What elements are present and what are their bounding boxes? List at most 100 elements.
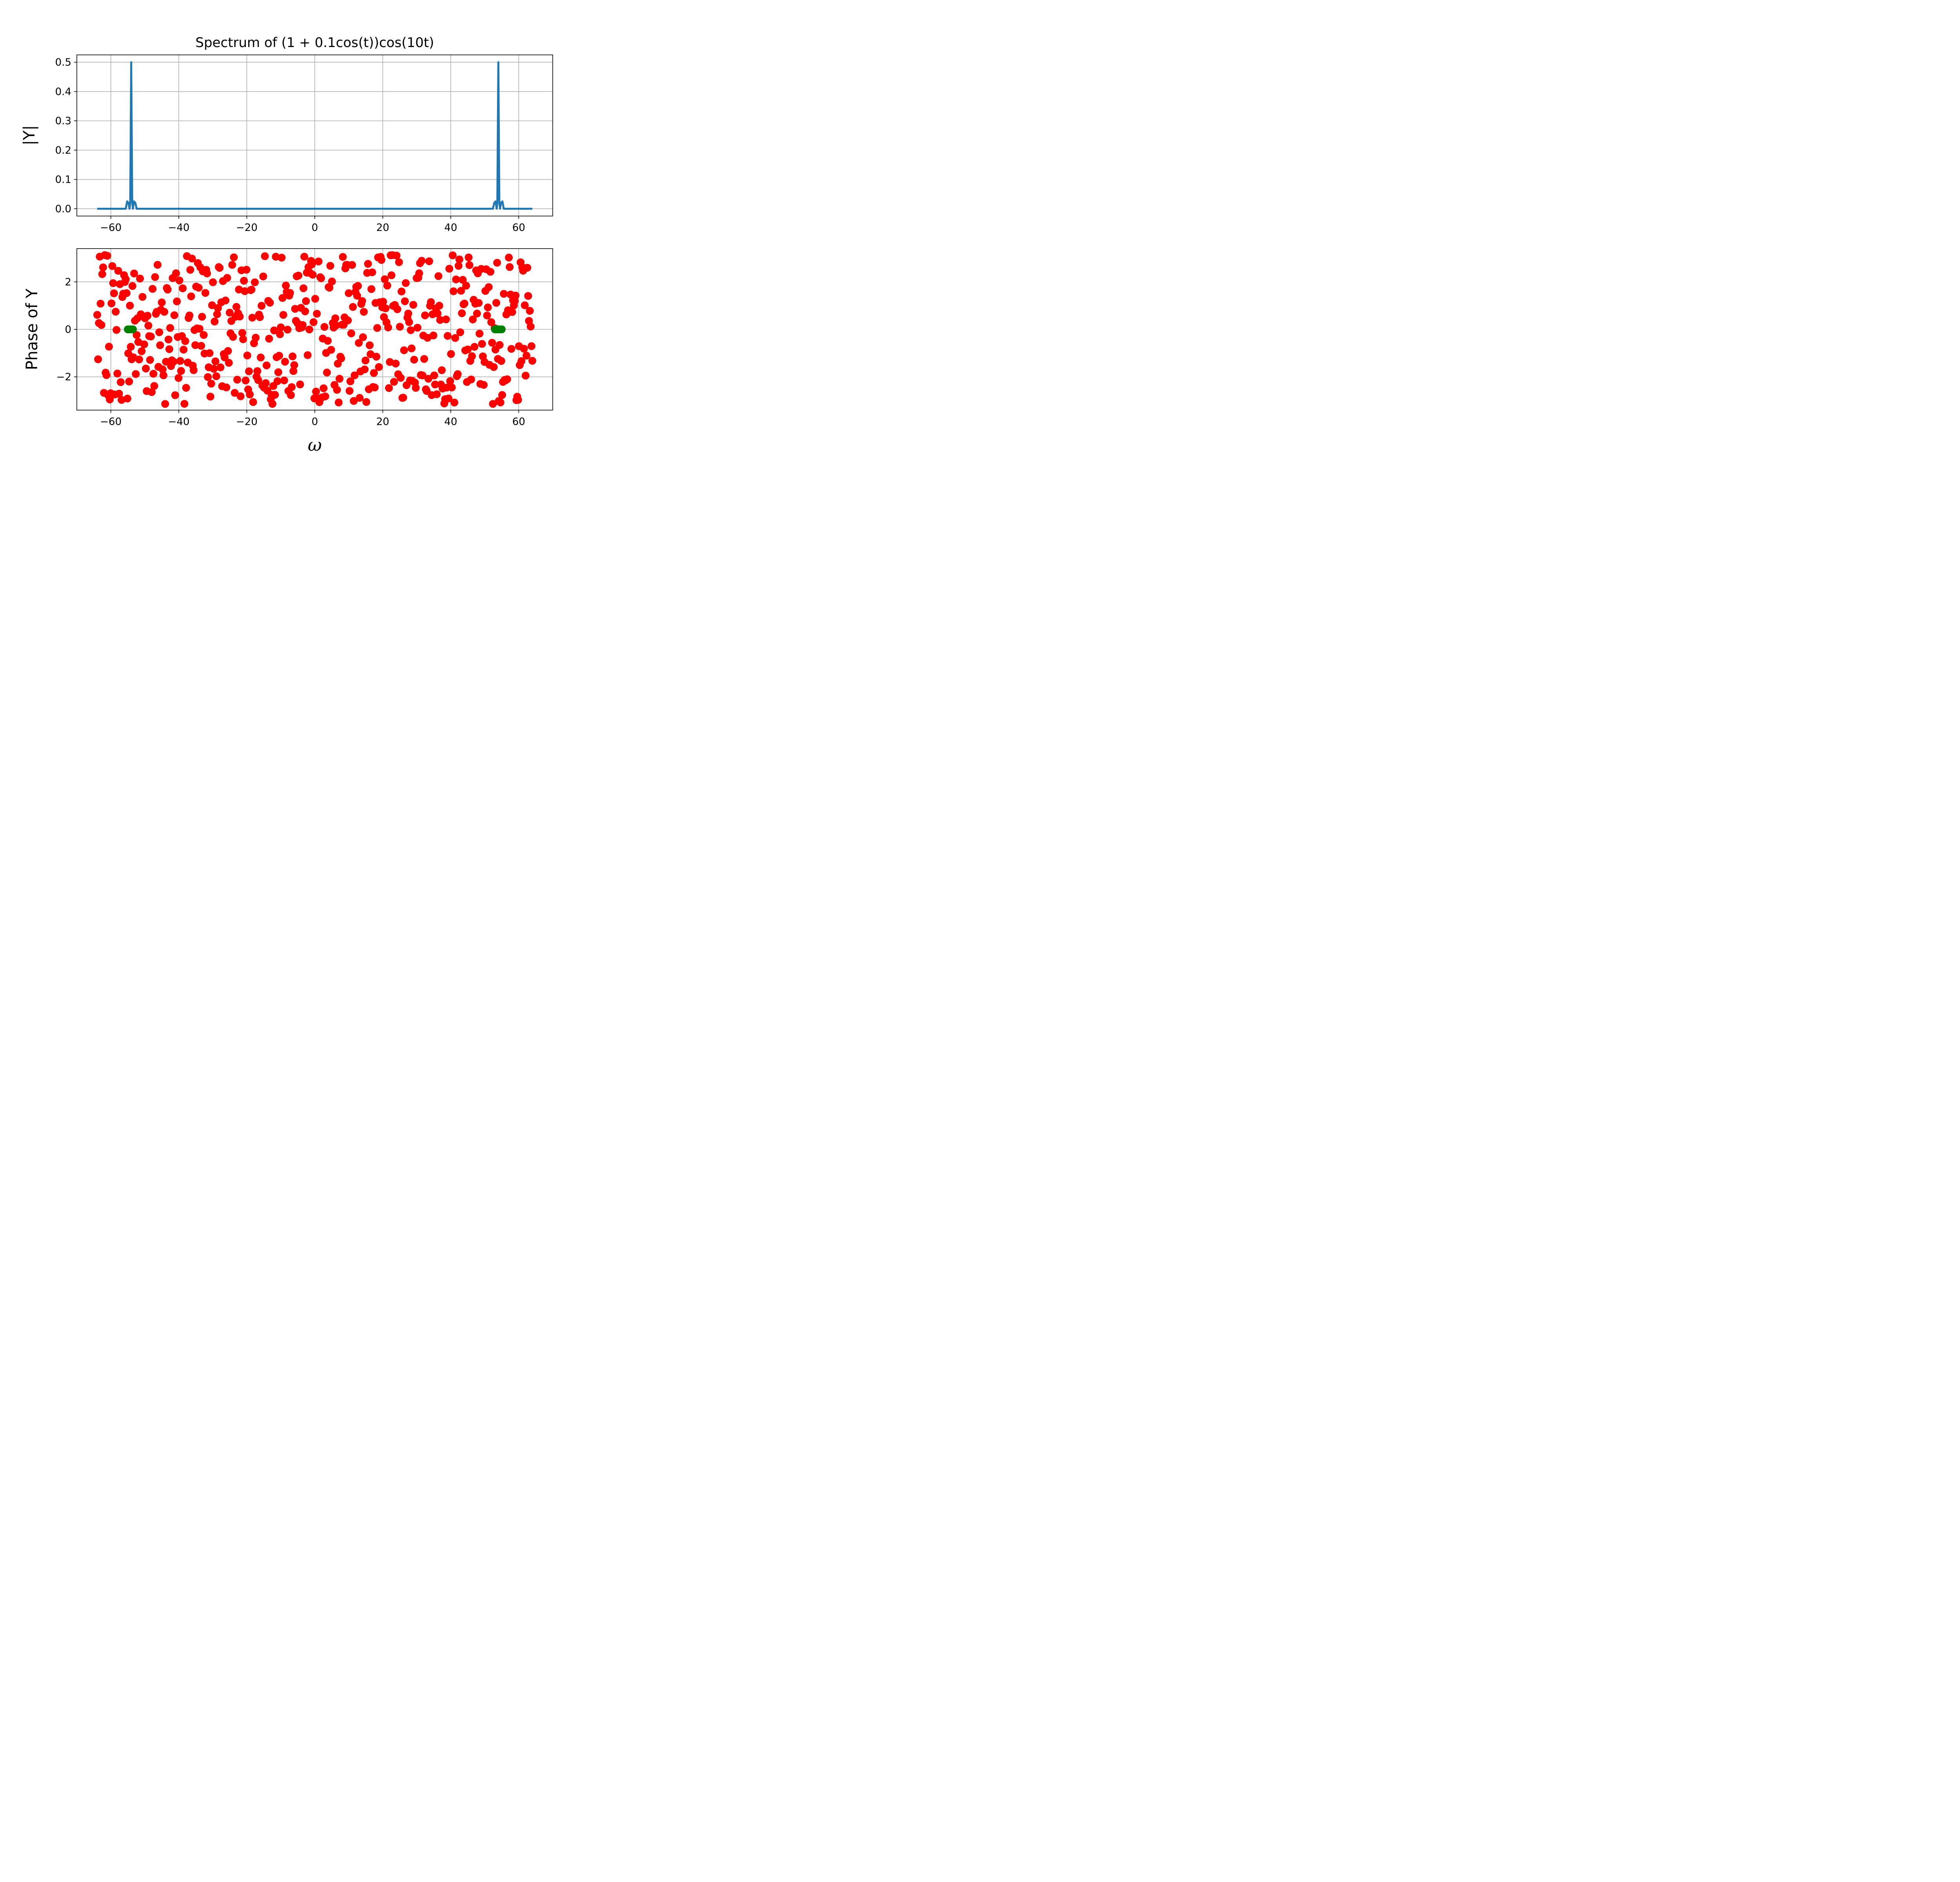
phase-point (229, 333, 237, 341)
phase-point (407, 326, 415, 334)
phase-point (158, 298, 166, 307)
phase-point (456, 328, 465, 336)
x-tick-label: 0 (312, 222, 318, 234)
phase-point (317, 274, 325, 282)
phase-point (392, 251, 401, 260)
magnitude-y-axis-label: |Y| (20, 125, 38, 145)
phase-point (182, 384, 190, 392)
phase-point (336, 375, 344, 383)
phase-point (469, 315, 477, 323)
phase-point (94, 355, 102, 363)
phase-point (454, 262, 463, 270)
phase-point (345, 387, 354, 395)
phase-point (460, 300, 468, 308)
magnitude-series (97, 61, 532, 210)
phase-point (276, 330, 284, 338)
phase-point (249, 398, 257, 406)
phase-point (448, 251, 457, 260)
phase-point (188, 254, 196, 263)
phase-point (445, 394, 453, 403)
phase-point (503, 375, 511, 383)
phase-point (311, 295, 319, 303)
phase-point (256, 313, 264, 321)
phase-ticks: −60 −40 −20 0 20 40 60−202 (56, 276, 525, 428)
phase-point (486, 268, 495, 276)
phase-point (523, 352, 530, 360)
phase-point (213, 310, 221, 318)
phase-point (450, 398, 459, 407)
x-tick-label: 40 (444, 416, 457, 428)
phase-point (465, 253, 473, 262)
phase-point (443, 332, 452, 340)
phase-point (161, 400, 169, 408)
phase-point (132, 370, 140, 378)
phase-x-axis-label: ω (308, 435, 322, 455)
phase-point (451, 334, 459, 342)
phase-point (242, 265, 250, 274)
phase-point (397, 287, 406, 296)
phase-point (281, 358, 289, 366)
phase-point (500, 290, 508, 298)
phase-point (246, 391, 254, 399)
phase-point (328, 277, 336, 285)
phase-point (288, 383, 296, 391)
phase-point (434, 309, 442, 318)
y-tick-label: 0.4 (55, 86, 71, 98)
phase-point (224, 347, 232, 355)
phase-point (191, 341, 200, 349)
phase-point (221, 296, 230, 305)
phase-point (362, 398, 370, 406)
phase-point (421, 311, 429, 320)
phase-point (143, 312, 152, 320)
phase-point (195, 325, 203, 333)
phase-point (210, 365, 218, 373)
phase-point (370, 369, 378, 377)
phase-point (368, 268, 376, 276)
phase-point (325, 283, 334, 292)
phase-point (130, 269, 138, 278)
phase-point (135, 355, 143, 363)
phase-point (370, 383, 379, 392)
phase-point (106, 395, 114, 403)
phase-point (150, 382, 158, 390)
phase-point (291, 305, 299, 313)
phase-point (208, 301, 216, 309)
phase-point (300, 253, 309, 261)
phase-point (270, 326, 278, 334)
phase-point (180, 345, 188, 354)
x-tick-label: −60 (100, 416, 122, 428)
phase-point (211, 318, 219, 326)
phase-point (247, 285, 256, 294)
phase-point (254, 376, 262, 384)
phase-point (387, 271, 396, 280)
phase-point (241, 376, 250, 385)
phase-point (449, 287, 457, 295)
phase-point (412, 384, 420, 392)
phase-point (489, 400, 497, 408)
phase-point (222, 383, 230, 392)
phase-point (447, 350, 455, 358)
phase-point (490, 363, 498, 371)
phase-point (236, 312, 244, 321)
magnitude-line (97, 61, 532, 210)
phase-point (132, 331, 141, 339)
phase-point (309, 271, 317, 279)
phase-point (427, 298, 435, 306)
phase-point (122, 289, 131, 297)
phase-point (458, 309, 466, 317)
phase-point (309, 318, 318, 326)
x-tick-label: 60 (512, 222, 525, 234)
peak-phase-point (129, 325, 137, 333)
phase-point (204, 373, 212, 381)
phase-point (136, 274, 144, 283)
magnitude-grid (77, 55, 553, 216)
phase-point (397, 374, 405, 382)
phase-point (526, 307, 534, 315)
phase-point (520, 345, 528, 353)
phase-point (521, 301, 529, 309)
phase-point (230, 389, 239, 397)
phase-point (434, 272, 443, 280)
x-tick-label: 20 (376, 222, 389, 234)
phase-point (313, 310, 321, 318)
phase-point (112, 308, 120, 316)
